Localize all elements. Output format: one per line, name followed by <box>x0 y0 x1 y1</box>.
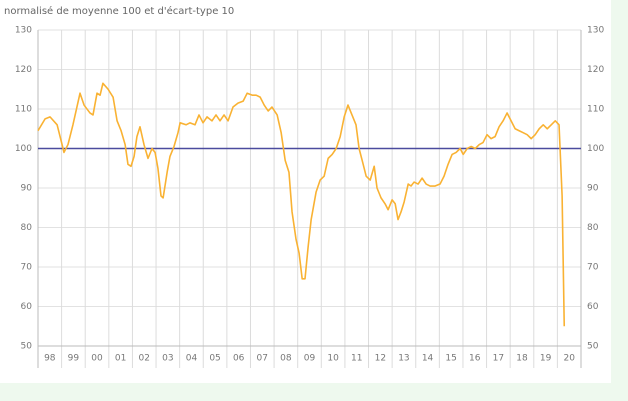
x-tick-label: 98 <box>44 354 56 364</box>
y-tick-label: 90 <box>21 184 33 194</box>
y2-tick-label: 90 <box>587 184 599 194</box>
chart-subtitle: normalisé de moyenne 100 et d'écart-type… <box>4 5 234 17</box>
y-tick-label: 70 <box>21 263 33 273</box>
x-tick-label: 01 <box>115 354 126 364</box>
y2-tick-label: 50 <box>587 342 599 352</box>
x-tick-label: 09 <box>304 354 316 364</box>
x-tick-label: 99 <box>68 354 80 364</box>
chart-panel <box>0 0 611 383</box>
x-tick-label: 05 <box>209 354 220 364</box>
x-tick-label: 04 <box>186 354 198 364</box>
y-tick-label: 110 <box>15 105 32 115</box>
y2-tick-label: 100 <box>587 144 604 154</box>
x-tick-label: 00 <box>91 354 103 364</box>
x-tick-label: 14 <box>422 354 434 364</box>
y2-tick-label: 80 <box>587 223 599 233</box>
x-tick-label: 15 <box>445 354 456 364</box>
x-tick-label: 19 <box>540 354 552 364</box>
x-tick-label: 20 <box>563 354 575 364</box>
y-tick-label: 120 <box>15 65 32 75</box>
y2-tick-label: 70 <box>587 263 599 273</box>
line-series <box>37 82 566 327</box>
x-tick-label: 03 <box>162 354 173 364</box>
y-tick-label: 60 <box>21 302 33 312</box>
x-tick-label: 06 <box>233 354 245 364</box>
y-tick-label: 130 <box>15 26 32 36</box>
x-tick-label: 18 <box>516 354 528 364</box>
x-tick-label: 07 <box>257 354 268 364</box>
x-tick-label: 13 <box>398 354 409 364</box>
x-tick-label: 08 <box>280 354 292 364</box>
x-tick-label: 02 <box>139 354 150 364</box>
y-tick-label: 100 <box>15 144 32 154</box>
x-tick-label: 17 <box>493 354 504 364</box>
x-tick-label: 12 <box>375 354 386 364</box>
y2-tick-label: 60 <box>587 302 599 312</box>
x-tick-label: 16 <box>469 354 481 364</box>
x-tick-label: 11 <box>351 354 362 364</box>
y2-tick-label: 120 <box>587 65 604 75</box>
x-tick-label: 10 <box>327 354 339 364</box>
y2-tick-label: 110 <box>587 105 604 115</box>
y-tick-label: 80 <box>21 223 33 233</box>
y-tick-label: 50 <box>21 342 33 352</box>
y2-tick-label: 130 <box>587 26 604 36</box>
